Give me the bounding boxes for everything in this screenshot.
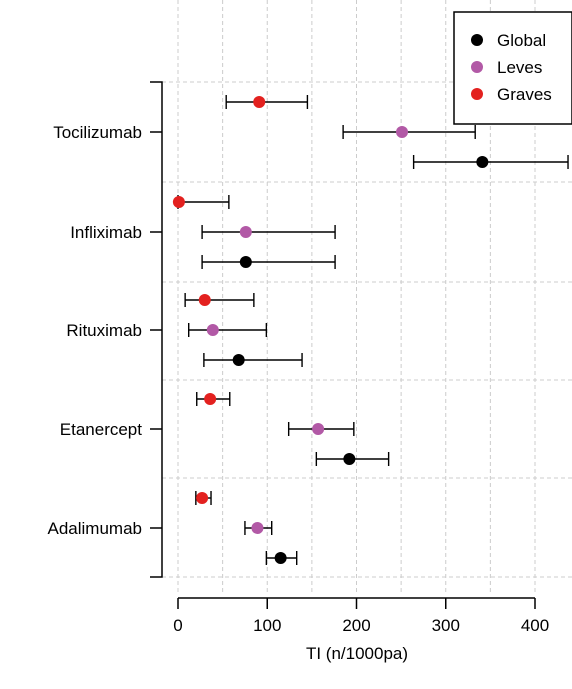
x-tick-label: 400 — [521, 616, 549, 635]
legend-marker — [471, 61, 483, 73]
x-axis: 0 100 200 300 400 — [173, 597, 549, 635]
point-leves — [251, 522, 264, 534]
x-tick-label: 0 — [173, 616, 182, 635]
grid-lines — [162, 0, 572, 592]
legend-label: Graves — [497, 85, 552, 104]
point-leves — [239, 226, 252, 238]
data-marks — [172, 95, 569, 565]
point-global — [232, 354, 245, 366]
point-graves — [198, 294, 211, 306]
x-tick-label: 100 — [253, 616, 281, 635]
category-label: Etanercept — [60, 420, 142, 439]
legend: Global Leves Graves — [453, 11, 572, 125]
point-graves — [204, 393, 217, 405]
category-label: Tocilizumab — [53, 123, 142, 142]
point-graves — [172, 196, 185, 208]
point-graves — [253, 96, 266, 108]
legend-label: Global — [497, 31, 546, 50]
point-leves — [396, 126, 409, 138]
point-leves — [312, 423, 325, 435]
x-axis-label: TI (n/1000pa) — [306, 644, 408, 663]
legend-marker — [471, 34, 483, 46]
point-global — [343, 453, 356, 465]
category-labels: Tocilizumab Infliximab Rituximab Etanercept… — [48, 123, 162, 538]
category-label: Rituximab — [66, 321, 142, 340]
legend-marker — [471, 88, 483, 100]
point-global — [274, 552, 287, 564]
x-tick-label: 300 — [432, 616, 460, 635]
x-tick-label: 200 — [342, 616, 370, 635]
point-leves — [206, 324, 219, 336]
category-label: Adalimumab — [48, 519, 143, 538]
legend-label: Leves — [497, 58, 542, 77]
category-label: Infliximab — [70, 223, 142, 242]
point-graves — [196, 492, 209, 504]
point-global — [239, 256, 252, 268]
point-global — [476, 156, 489, 168]
